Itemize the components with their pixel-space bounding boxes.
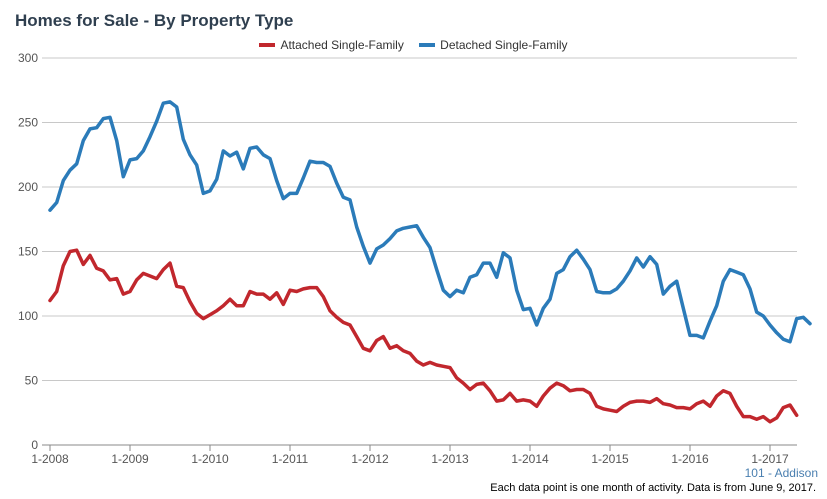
x-tick-label: 1-2010 bbox=[191, 452, 229, 466]
y-tick-label: 100 bbox=[18, 309, 38, 323]
x-tick-label: 1-2015 bbox=[591, 452, 629, 466]
x-tick-label: 1-2016 bbox=[671, 452, 709, 466]
legend-item-attached[interactable]: Attached Single-Family bbox=[259, 38, 404, 52]
y-tick-label: 250 bbox=[18, 116, 38, 130]
x-tick-label: 1-2017 bbox=[751, 452, 789, 466]
x-tick-label: 1-2013 bbox=[431, 452, 469, 466]
axes: 0 50 100 150 200 250 300 1-2008 1-2009 1-2010 1-20… bbox=[18, 51, 789, 466]
y-tick-label: 0 bbox=[31, 438, 38, 452]
region-label: 101 - Addison bbox=[744, 466, 818, 480]
x-tick-label: 1-2009 bbox=[111, 452, 149, 466]
y-tick-label: 300 bbox=[18, 51, 38, 65]
series-lines bbox=[48, 100, 812, 424]
legend-swatch-detached bbox=[419, 43, 436, 47]
legend-label-attached: Attached Single-Family bbox=[280, 38, 404, 52]
grid-lines bbox=[42, 57, 797, 446]
series-line-detached bbox=[48, 100, 812, 344]
legend-item-detached[interactable]: Detached Single-Family bbox=[419, 38, 568, 52]
legend-swatch-attached bbox=[259, 43, 276, 47]
y-tick-label: 200 bbox=[18, 180, 38, 194]
x-tick-label: 1-2014 bbox=[511, 452, 549, 466]
chart-title: Homes for Sale - By Property Type bbox=[15, 11, 294, 30]
footnote: Each data point is one month of activity… bbox=[490, 482, 816, 494]
x-tick-label: 1-2011 bbox=[272, 452, 309, 466]
legend: Attached Single-Family Detached Single-F… bbox=[0, 36, 827, 52]
x-tick-label: 1-2012 bbox=[351, 452, 389, 466]
x-tick-label: 1-2008 bbox=[31, 452, 69, 466]
y-tick-label: 50 bbox=[25, 374, 39, 388]
y-tick-label: 150 bbox=[18, 245, 38, 259]
series-line-attached bbox=[48, 248, 799, 424]
legend-label-detached: Detached Single-Family bbox=[440, 38, 568, 52]
